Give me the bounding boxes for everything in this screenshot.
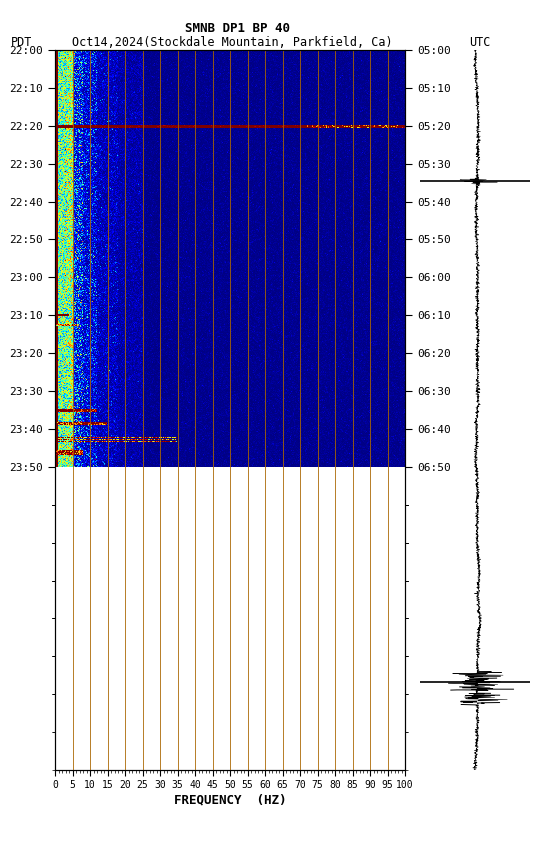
Text: Oct14,2024(Stockdale Mountain, Parkfield, Ca): Oct14,2024(Stockdale Mountain, Parkfield… [72, 36, 392, 49]
X-axis label: FREQUENCY  (HZ): FREQUENCY (HZ) [174, 793, 286, 806]
Text: PDT: PDT [11, 36, 33, 49]
Text: UTC: UTC [469, 36, 491, 49]
Text: SMNB DP1 BP 40: SMNB DP1 BP 40 [185, 22, 290, 35]
